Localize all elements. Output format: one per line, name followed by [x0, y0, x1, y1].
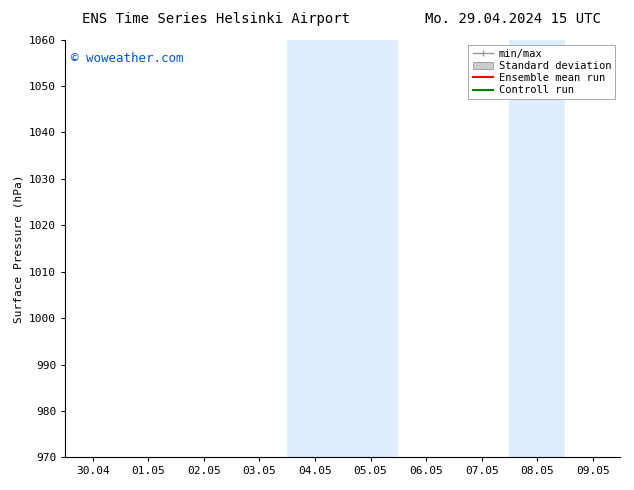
Bar	[287, 40, 398, 458]
Text: ENS Time Series Helsinki Airport: ENS Time Series Helsinki Airport	[82, 12, 351, 26]
Y-axis label: Surface Pressure (hPa): Surface Pressure (hPa)	[13, 174, 23, 323]
Bar	[509, 40, 565, 458]
Text: © woweather.com: © woweather.com	[70, 52, 183, 65]
Text: Mo. 29.04.2024 15 UTC: Mo. 29.04.2024 15 UTC	[425, 12, 600, 26]
Legend: min/max, Standard deviation, Ensemble mean run, Controll run: min/max, Standard deviation, Ensemble me…	[469, 45, 615, 99]
